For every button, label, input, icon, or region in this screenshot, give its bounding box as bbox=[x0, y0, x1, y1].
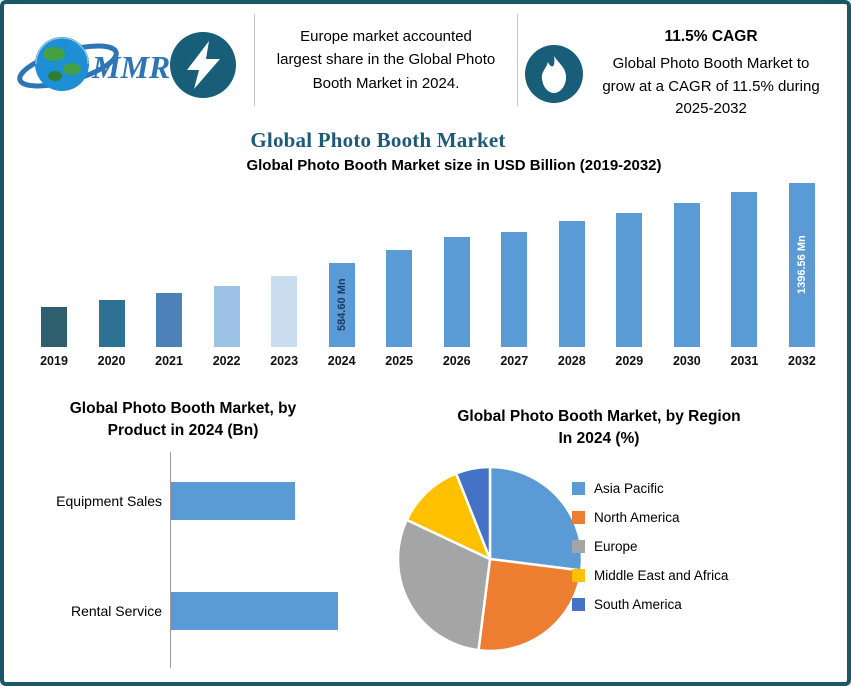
bar-2032: 1396.56 Mn bbox=[788, 183, 815, 347]
cagr-line: grow at a CAGR of 11.5% during bbox=[602, 77, 820, 95]
bar-column-2024: 584.60 Mn 2024 bbox=[320, 174, 364, 368]
bar-2027 bbox=[501, 232, 528, 347]
bar-column-2028: 2028 bbox=[550, 174, 594, 368]
x-axis-label-2019: 2019 bbox=[40, 354, 68, 368]
bar-2019 bbox=[41, 307, 67, 347]
legend-swatch bbox=[572, 511, 585, 524]
product-title-line: Product in 2024 (Bn) bbox=[107, 421, 259, 439]
market-size-bar-chart: 2019 2020 2021 2022 2023 584.60 Mn 2024 2025 202… bbox=[32, 174, 824, 368]
product-row: Equipment Sales bbox=[24, 482, 364, 520]
region-title-line: Global Photo Booth Market, by Region bbox=[457, 408, 741, 425]
product-bar-chart: Equipment Sales Rental Service bbox=[24, 452, 364, 668]
x-axis-label-2032: 2032 bbox=[788, 354, 816, 368]
bar-column-2025: 2025 bbox=[377, 174, 421, 368]
bar-column-2030: 2030 bbox=[665, 174, 709, 368]
flame-icon bbox=[525, 45, 583, 103]
mmr-logo: MMR bbox=[16, 22, 176, 102]
bar-2028 bbox=[558, 221, 585, 347]
region-pie-chart bbox=[396, 465, 584, 653]
legend-swatch bbox=[572, 540, 585, 553]
x-axis-label-2027: 2027 bbox=[500, 354, 529, 368]
callout-line: largest share in the Global Photo bbox=[276, 51, 496, 69]
pie-slice-south-america bbox=[454, 465, 492, 561]
bar-2031 bbox=[731, 192, 758, 347]
legend-item-europe: Europe bbox=[572, 539, 728, 554]
pie-slice-north-america bbox=[477, 557, 583, 653]
y-axis-line bbox=[170, 452, 171, 668]
legend-label: South America bbox=[594, 597, 682, 612]
bar-column-2027: 2027 bbox=[492, 174, 536, 368]
legend-item-middle-east-and-africa: Middle East and Africa bbox=[572, 568, 728, 583]
x-axis-label-2029: 2029 bbox=[615, 354, 644, 368]
product-category-label: Rental Service bbox=[70, 603, 162, 619]
legend-item-north-america: North America bbox=[572, 510, 728, 525]
product-row: Rental Service bbox=[24, 592, 364, 630]
legend-swatch bbox=[572, 569, 585, 582]
bar-2024: 584.60 Mn bbox=[328, 263, 355, 347]
bar-2026 bbox=[443, 237, 470, 347]
pie-slice-asia-pacific bbox=[488, 465, 584, 572]
lightning-icon bbox=[170, 32, 236, 98]
legend-item-asia-pacific: Asia Pacific bbox=[572, 481, 728, 496]
legend-label: North America bbox=[594, 510, 680, 525]
x-axis-label-2020: 2020 bbox=[97, 354, 126, 368]
logo-text: MMR bbox=[91, 49, 170, 85]
bar-column-2031: 2031 bbox=[722, 174, 766, 368]
europe-share-callout: Europe market accounted largest share in… bbox=[254, 14, 518, 106]
x-axis-label-2022: 2022 bbox=[212, 354, 241, 368]
x-axis-label-2025: 2025 bbox=[385, 354, 414, 368]
bar-column-2026: 2026 bbox=[435, 174, 479, 368]
globe-icon: MMR bbox=[17, 37, 170, 91]
pie-slice-europe bbox=[396, 518, 492, 652]
region-legend: Asia Pacific North America Europe Middle Ea… bbox=[572, 481, 728, 612]
cagr-line: Global Photo Booth Market to bbox=[612, 55, 810, 72]
legend-label: Asia Pacific bbox=[594, 481, 664, 496]
x-axis-label-2024: 2024 bbox=[327, 354, 356, 368]
legend-swatch bbox=[572, 598, 585, 611]
bar-column-2021: 2021 bbox=[147, 174, 191, 368]
page-title: Global Photo Booth Market bbox=[250, 128, 506, 153]
legend-label: Middle East and Africa bbox=[594, 568, 729, 583]
pie-slice-middle-east-and-africa bbox=[405, 472, 492, 561]
bar-2023 bbox=[271, 276, 298, 347]
bar-data-label-2032: 1396.56 Mn bbox=[795, 235, 808, 295]
bar-column-2022: 2022 bbox=[205, 174, 249, 368]
product-chart-title: Global Photo Booth Market, by Product in… bbox=[18, 398, 348, 441]
product-category-label: Equipment Sales bbox=[56, 493, 162, 509]
callout-line: Booth Market in 2024. bbox=[312, 74, 460, 92]
bar-column-2032: 1396.56 Mn 2032 bbox=[780, 174, 824, 368]
region-title-line: In 2024 (%) bbox=[558, 429, 640, 447]
region-chart-title: Global Photo Booth Market, by Region In … bbox=[376, 406, 822, 449]
legend-item-south-america: South America bbox=[572, 597, 728, 612]
cagr-line: 2025-2032 bbox=[675, 100, 747, 117]
bar-2029 bbox=[616, 213, 643, 347]
x-axis-label-2023: 2023 bbox=[270, 354, 299, 368]
bar-data-label-2024: 584.60 Mn bbox=[335, 278, 348, 332]
product-title-line: Global Photo Booth Market, by bbox=[69, 400, 297, 417]
legend-swatch bbox=[572, 482, 585, 495]
cagr-heading: 11.5% CAGR bbox=[664, 28, 758, 45]
callout-line: Europe market accounted bbox=[300, 28, 472, 46]
x-axis-label-2031: 2031 bbox=[730, 354, 759, 368]
x-axis-label-2030: 2030 bbox=[672, 354, 701, 368]
size-chart-title: Global Photo Booth Market size in USD Bi… bbox=[246, 157, 662, 174]
legend-label: Europe bbox=[594, 539, 638, 554]
cagr-callout: 11.5% CAGR Global Photo Booth Market to … bbox=[582, 28, 840, 121]
product-bar-rental-service bbox=[171, 592, 338, 630]
product-bar-equipment-sales bbox=[171, 482, 295, 520]
bar-2022 bbox=[213, 286, 240, 347]
bar-2021 bbox=[156, 293, 183, 347]
bar-2025 bbox=[386, 250, 413, 347]
bar-column-2023: 2023 bbox=[262, 174, 306, 368]
bar-column-2020: 2020 bbox=[90, 174, 134, 368]
x-axis-label-2021: 2021 bbox=[155, 354, 183, 368]
bar-column-2029: 2029 bbox=[607, 174, 651, 368]
bar-column-2019: 2019 bbox=[32, 174, 76, 368]
x-axis-label-2028: 2028 bbox=[557, 354, 586, 368]
bar-2030 bbox=[673, 203, 700, 347]
bar-2020 bbox=[98, 300, 125, 347]
x-axis-label-2026: 2026 bbox=[442, 354, 471, 368]
